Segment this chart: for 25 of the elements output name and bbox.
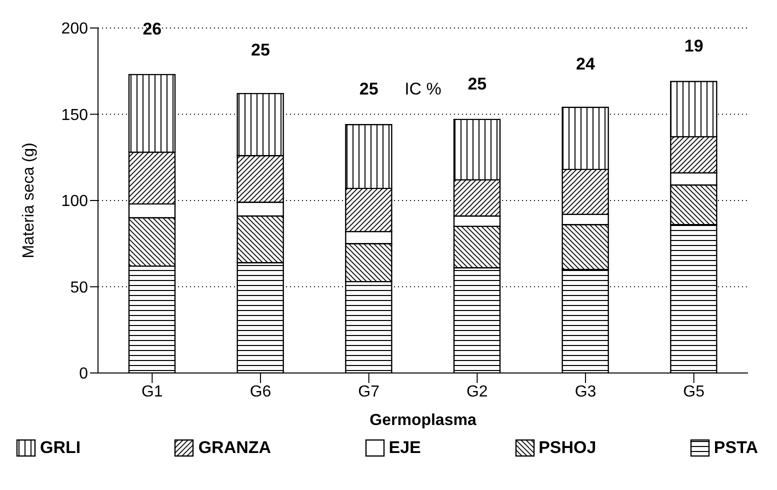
- legend-label: PSHOJ: [538, 438, 596, 458]
- x-tick-label: G5: [683, 383, 705, 400]
- x-axis-title: Germoplasma: [370, 412, 476, 429]
- annotation: 26: [142, 20, 162, 39]
- annotation: 25: [359, 80, 378, 99]
- annotation: 25: [468, 74, 487, 94]
- x-tick-label: G2: [466, 383, 488, 400]
- y-tick-label: 200: [61, 20, 88, 38]
- legend-label: GRLI: [40, 438, 81, 458]
- x-tick-label: G7: [358, 383, 380, 400]
- x-tick-label: G1: [141, 383, 163, 400]
- annotation: 19: [684, 36, 704, 56]
- legend-label: EJE: [388, 438, 421, 458]
- annotation: 25: [251, 40, 270, 60]
- legend-label: PSTA: [714, 438, 758, 458]
- y-tick-label: 100: [61, 193, 88, 210]
- y-tick-label: 50: [70, 279, 88, 296]
- annotation: 24: [576, 54, 596, 74]
- y-axis-title: Materia seca (g): [20, 142, 38, 258]
- x-tick-label: G6: [250, 383, 272, 400]
- y-tick-label: 150: [61, 106, 88, 124]
- x-tick-label: G3: [574, 383, 596, 400]
- annotation: IC %: [404, 80, 442, 99]
- y-tick-label: 0: [79, 366, 88, 383]
- legend-label: GRANZA: [198, 438, 272, 458]
